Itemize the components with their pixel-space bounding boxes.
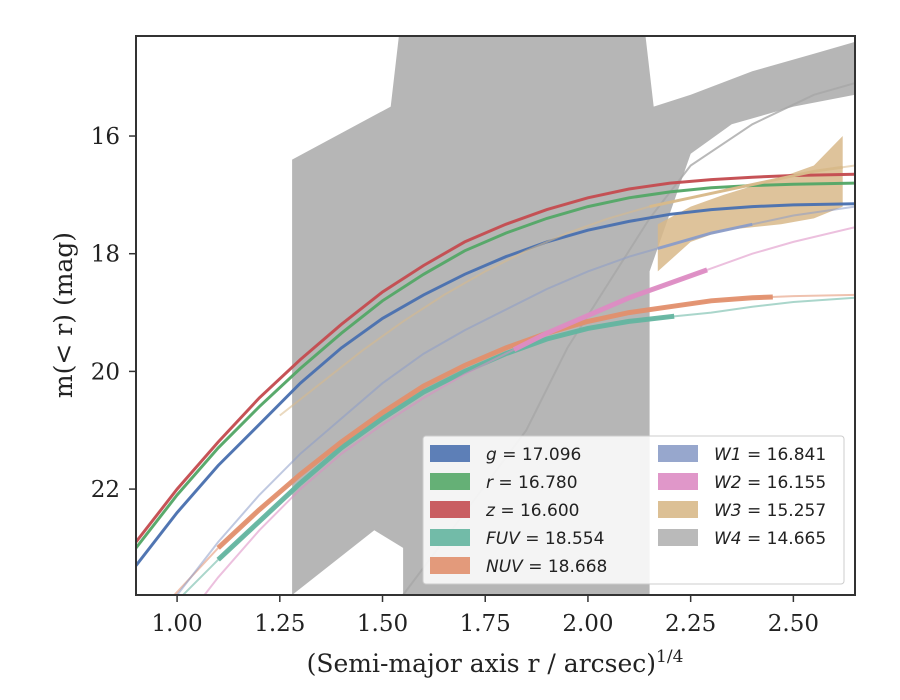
- legend-label-w4: W4 = 14.665: [714, 529, 826, 549]
- r-measured-curve: [136, 181, 855, 549]
- z-measured-curve: [136, 172, 855, 543]
- fuv-measured-curve: [216, 313, 675, 562]
- y-axis: 16 18 20 22: [91, 124, 136, 503]
- legend-swatch-fuv: [430, 529, 470, 546]
- g-measured-curve: [136, 202, 855, 567]
- x-tick-label: 1.00: [151, 611, 202, 637]
- nuv-measured-curve: [216, 294, 773, 550]
- x-tick-label: 1.50: [357, 611, 408, 637]
- legend: g = 17.096 r = 16.780 z = 16.600 FUV = 18.5…: [422, 435, 845, 585]
- legend-swatch-r: [430, 473, 470, 490]
- x-tick-label: 1.25: [254, 611, 305, 637]
- legend-swatch-w1: [658, 445, 698, 462]
- y-tick-label: 20: [91, 359, 120, 385]
- w3-measured-curve: [649, 165, 843, 209]
- y-axis-label: m(< r) (mag): [49, 232, 78, 398]
- legend-swatch-z: [430, 501, 470, 518]
- x-tick-label: 2.50: [768, 611, 819, 637]
- legend-label-w2: W2 = 16.155: [714, 473, 826, 493]
- legend-label-z: z = 16.600: [485, 501, 579, 521]
- x-tick-label: 2.00: [562, 611, 613, 637]
- legend-label-g: g = 17.096: [486, 445, 581, 465]
- legend-label-w3: W3 = 15.257: [714, 501, 826, 521]
- x-axis-label: (Semi-major axis r / arcsec)1/4: [307, 647, 684, 678]
- plot-frame: [135, 35, 856, 596]
- legend-label-fuv: FUV = 18.554: [486, 529, 604, 549]
- legend-label-r: r = 16.780: [486, 473, 578, 493]
- legend-label-w1: W1 = 16.841: [714, 445, 826, 465]
- legend-swatch-w3: [658, 501, 698, 518]
- w1-measured-curve: [657, 222, 753, 250]
- y-tick-label: 16: [91, 124, 120, 150]
- w3-uncertainty-band: [657, 136, 843, 272]
- x-axis: 1.00 1.25 1.50 1.75 2.00 2.25 2.50: [151, 595, 819, 637]
- legend-box: [422, 435, 845, 585]
- x-tick-label: 2.25: [665, 611, 716, 637]
- legend-swatch-g: [430, 445, 470, 462]
- w2-measured-curve: [512, 267, 708, 352]
- legend-swatch-nuv: [430, 557, 470, 574]
- legend-swatch-w4: [658, 529, 698, 546]
- y-tick-label: 22: [91, 477, 120, 503]
- x-tick-label: 1.75: [460, 611, 511, 637]
- legend-swatch-w2: [658, 473, 698, 490]
- w2-model-curve: [203, 226, 855, 595]
- legend-label-nuv: NUV = 18.668: [486, 557, 607, 577]
- y-tick-label: 18: [91, 242, 120, 268]
